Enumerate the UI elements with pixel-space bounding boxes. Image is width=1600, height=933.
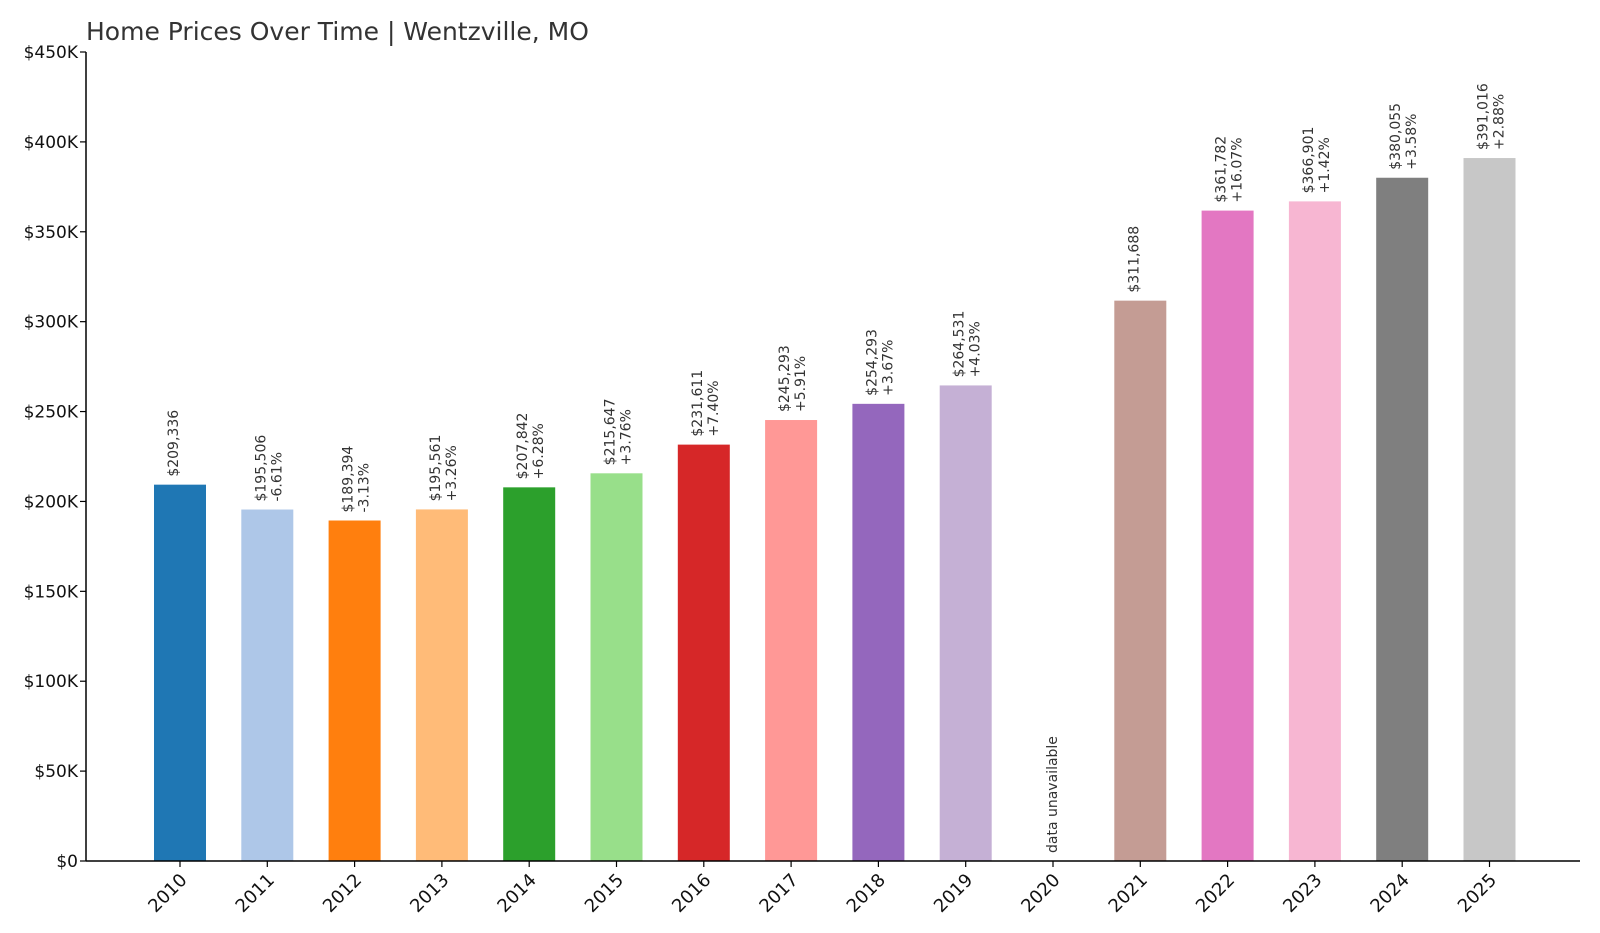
value-label-2024: $380,055 [1388, 103, 1404, 170]
value-label-2023: $366,901 [1301, 127, 1317, 194]
y-tick-label: $150K [24, 582, 79, 602]
y-tick-label: $450K [24, 43, 79, 63]
value-label-2017: $245,293 [777, 345, 793, 412]
value-label-2010: $209,336 [166, 410, 182, 477]
x-tick-label: 2019 [930, 870, 977, 917]
x-tick-label: 2012 [319, 870, 366, 917]
value-label-2019: $264,531 [952, 311, 968, 378]
x-tick-label: 2013 [406, 870, 453, 917]
x-tick-label: 2011 [232, 870, 279, 917]
value-label-2012: $189,394 [341, 446, 357, 513]
bar-2021 [1114, 300, 1167, 861]
data-labels: $209,336 $195,506 -6.61% $189,394 -3.13% $195… [166, 83, 1508, 853]
change-label-2013: +3.26% [444, 445, 460, 501]
change-label-2024: +3.58% [1404, 114, 1420, 170]
x-tick-label: 2024 [1366, 870, 1413, 917]
y-axis-ticks: $0 $50K $100K $150K $200K $250K $300K $350K $400… [24, 43, 86, 872]
chart-title: Home Prices Over Time | Wentzville, MO [86, 17, 589, 46]
bar-2010 [154, 484, 206, 861]
unavailable-label-2020: data unavailable [1045, 736, 1061, 853]
change-label-2023: +1.42% [1317, 137, 1333, 193]
bar-2017 [765, 420, 818, 861]
bar-2022 [1201, 210, 1254, 861]
bars [154, 158, 1516, 862]
x-tick-label: 2018 [843, 870, 890, 917]
x-axis-ticks: 2010 2011 2012 2013 2014 2015 2016 2017 2018 2019… [144, 861, 1501, 917]
bar-2011 [241, 509, 294, 861]
bar-2024 [1376, 177, 1429, 862]
x-tick-label: 2022 [1192, 870, 1239, 917]
bar-2014 [503, 487, 556, 861]
value-label-2011: $195,506 [253, 435, 269, 502]
change-label-2022: +16.07% [1230, 137, 1246, 202]
x-tick-label: 2016 [668, 870, 715, 917]
y-tick-label: $250K [24, 403, 79, 423]
bar-2012 [328, 520, 381, 861]
y-tick-label: $200K [24, 492, 79, 512]
y-tick-label: $350K [24, 223, 79, 243]
y-tick-label: $50K [34, 762, 78, 782]
change-label-2014: +6.28% [531, 423, 547, 479]
change-label-2011: -6.61% [269, 452, 285, 502]
value-label-2021: $311,688 [1126, 226, 1142, 293]
bar-2016 [677, 444, 730, 861]
value-label-2018: $254,293 [864, 329, 880, 396]
x-tick-label: 2025 [1454, 870, 1501, 917]
value-label-2013: $195,561 [428, 435, 444, 502]
x-tick-label: 2010 [144, 870, 191, 917]
value-label-2022: $361,782 [1214, 136, 1230, 203]
change-label-2017: +5.91% [793, 356, 809, 412]
bar-2018 [852, 403, 905, 861]
bar-2019 [939, 385, 992, 861]
value-label-2025: $391,016 [1476, 83, 1492, 150]
x-tick-label: 2017 [755, 870, 802, 917]
value-label-2014: $207,842 [515, 413, 531, 480]
change-label-2012: -3.13% [357, 463, 373, 513]
change-label-2019: +4.03% [968, 321, 984, 377]
value-label-2016: $231,611 [690, 370, 706, 437]
y-tick-label: $0 [56, 852, 78, 872]
value-label-2015: $215,647 [603, 399, 619, 466]
bar-2015 [590, 473, 643, 861]
x-tick-label: 2021 [1105, 870, 1152, 917]
y-tick-label: $300K [24, 313, 79, 333]
y-tick-label: $100K [24, 672, 79, 692]
change-label-2025: +2.88% [1492, 94, 1508, 150]
bar-2023 [1288, 201, 1341, 861]
change-label-2018: +3.67% [880, 340, 896, 396]
x-tick-label: 2023 [1279, 870, 1326, 917]
bar-2025 [1463, 158, 1516, 861]
x-tick-label: 2014 [493, 870, 540, 917]
x-tick-label: 2015 [581, 870, 628, 917]
bar-2013 [415, 509, 468, 861]
y-tick-label: $400K [24, 133, 79, 153]
x-tick-label: 2020 [1017, 870, 1064, 917]
change-label-2016: +7.40% [706, 380, 722, 436]
change-label-2015: +3.76% [619, 409, 635, 465]
